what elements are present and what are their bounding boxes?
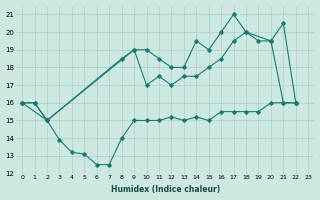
X-axis label: Humidex (Indice chaleur): Humidex (Indice chaleur) bbox=[111, 185, 220, 194]
